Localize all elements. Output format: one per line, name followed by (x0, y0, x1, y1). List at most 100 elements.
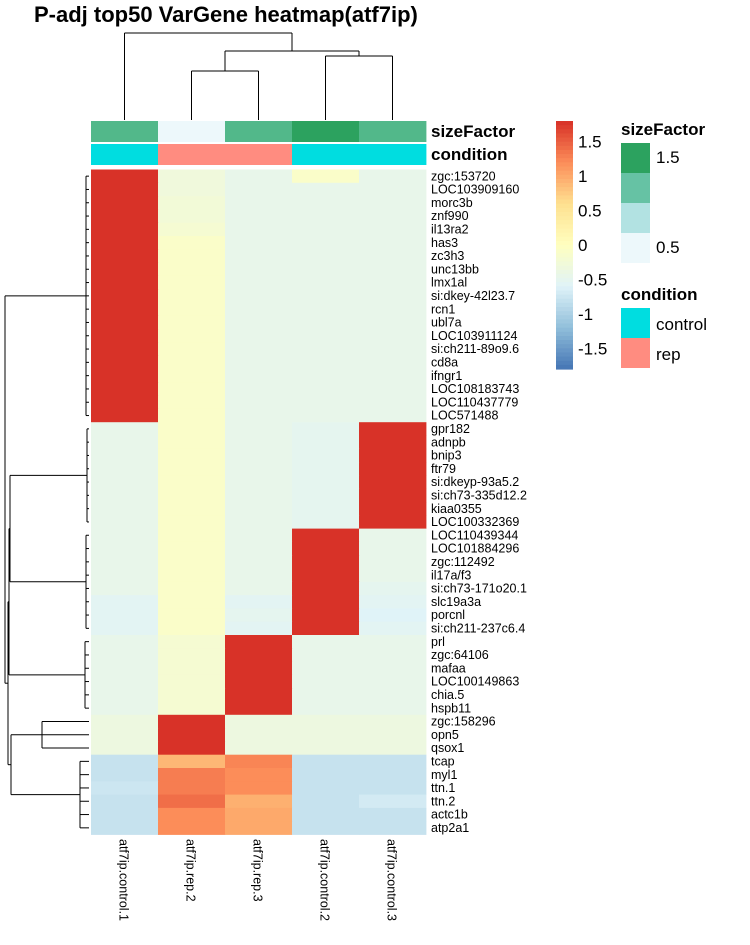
color-scale-step (556, 286, 573, 292)
heatmap-cell (359, 635, 427, 649)
heatmap-cell (292, 515, 360, 529)
color-scale-step (556, 145, 573, 151)
heatmap-cell (292, 382, 360, 396)
heatmap-cell (359, 475, 427, 490)
heatmap-cell (225, 781, 293, 795)
heatmap-cell (359, 355, 427, 370)
row-label: myl1 (431, 768, 457, 782)
heatmap-cell (158, 275, 226, 290)
condition-cell (158, 144, 226, 165)
heatmap-cell (292, 249, 360, 263)
row-label: morc3b (431, 196, 473, 210)
sizefactor-legend-swatch (621, 203, 650, 233)
heatmap-cell (158, 714, 226, 729)
heatmap-cell (359, 169, 427, 184)
color-scale-step (556, 170, 573, 176)
row-label: zgc:112492 (431, 555, 495, 569)
color-scale-step (556, 265, 573, 271)
heatmap-cell (158, 581, 226, 596)
heatmap-cell (359, 794, 427, 809)
heatmap-cell (225, 648, 293, 662)
heatmap-cell (225, 701, 293, 716)
condition-legend: condition control rep (621, 285, 707, 368)
sizefactor-legend-swatch (621, 233, 650, 263)
column-label: atf7ip.rep.3 (251, 839, 265, 902)
color-scale-step (556, 199, 573, 205)
heatmap-cell (91, 555, 159, 569)
heatmap-cell (158, 595, 226, 609)
heatmap-cell (225, 462, 293, 476)
color-scale-step (556, 327, 573, 333)
heatmap-cell (359, 289, 427, 303)
row-label: znf990 (431, 209, 469, 223)
heatmap-cell (225, 728, 293, 742)
color-scale-step (556, 129, 573, 134)
heatmap-cell (91, 728, 159, 742)
color-scale-step (556, 166, 573, 172)
row-label: unc13bb (431, 262, 479, 276)
row-label: ifngr1 (431, 369, 462, 383)
condition-legend-title: condition (621, 285, 697, 304)
heatmap-cell (225, 807, 293, 822)
heatmap-cell (225, 555, 293, 569)
row-label: rcn1 (431, 302, 455, 316)
heatmap-cell (292, 475, 360, 490)
sizefactor-cell (225, 121, 293, 142)
heatmap-cell (292, 422, 360, 436)
heatmap-cell (292, 182, 360, 197)
color-scale-step (556, 302, 573, 308)
heatmap-cell (359, 754, 427, 769)
sizefactor-legend-label: 1.5 (656, 148, 680, 167)
row-label: ttn.1 (431, 781, 455, 795)
color-scale-step (556, 273, 573, 279)
heatmap-cell (292, 701, 360, 716)
heatmap-cell (225, 741, 293, 756)
color-scale-step (556, 298, 573, 304)
heatmap-cell (225, 275, 293, 290)
color-scale-step (556, 290, 573, 296)
heatmap-cell (158, 422, 226, 436)
heatmap-cell (359, 807, 427, 822)
heatmap-cell (158, 621, 226, 636)
heatmap-cell (158, 462, 226, 476)
heatmap-cell (292, 821, 360, 835)
heatmap-cell (359, 422, 427, 436)
chart-title: P-adj top50 VarGene heatmap(atf7ip) (34, 2, 418, 27)
row-dendrogram (4, 175, 89, 829)
heatmap-cell (225, 568, 293, 583)
color-scale-tick: 0 (578, 236, 587, 255)
color-scale-step (556, 207, 573, 213)
heatmap-cell (292, 236, 360, 250)
row-label: LOC108183743 (431, 382, 519, 396)
heatmap-cell (91, 794, 159, 809)
condition-legend-swatch (621, 338, 650, 368)
heatmap-cell (225, 408, 293, 423)
heatmap-cell (359, 196, 427, 210)
color-scale-tick: 0.5 (578, 202, 602, 221)
heatmap-cell (225, 209, 293, 224)
heatmap-cell (359, 502, 427, 516)
heatmap-cell (225, 448, 293, 463)
heatmap-cell (225, 222, 293, 237)
row-label: il17a/f3 (431, 568, 471, 582)
row-label: hspb11 (431, 701, 471, 715)
color-scale-step (556, 125, 573, 130)
heatmap-cell (359, 674, 427, 689)
heatmap-cell (158, 342, 226, 357)
heatmap-cell (225, 595, 293, 609)
heatmap-cell (91, 182, 159, 197)
color-scale-step (556, 191, 573, 196)
heatmap-cell (91, 355, 159, 370)
heatmap-cell (359, 222, 427, 237)
heatmap-cell (91, 701, 159, 716)
heatmap-cell (359, 408, 427, 423)
heatmap-cell (158, 448, 226, 463)
heatmap-cell (292, 262, 360, 277)
column-labels: atf7ip.control.1 atf7ip.rep.2 atf7ip.rep.3… (117, 839, 399, 921)
heatmap-cell (225, 249, 293, 263)
heatmap-cell (225, 621, 293, 636)
heatmap-cell (225, 541, 293, 556)
row-label: LOC101884296 (431, 542, 519, 556)
heatmap-cell (91, 369, 159, 383)
row-label: il13ra2 (431, 223, 469, 237)
